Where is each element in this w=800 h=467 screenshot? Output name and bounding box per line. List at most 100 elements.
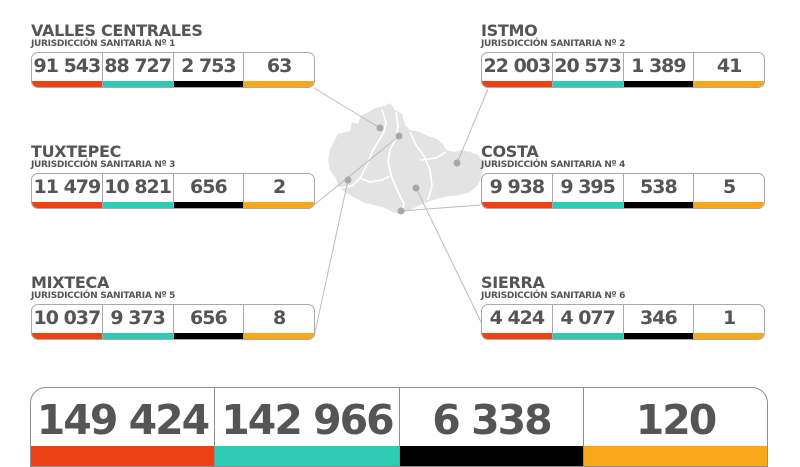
color-bar-teal [552,333,623,339]
color-bar-red [482,333,552,339]
stat-value: 88 727 [104,55,172,77]
stat-value: 22 003 [483,55,552,77]
stat-value: 346 [640,307,678,329]
stat-value: 1 [723,307,736,329]
total-cell-yellow: 120 [584,388,767,466]
stat-value: 63 [266,55,292,77]
region-title: SIERRA [481,273,545,292]
map-markers [344,124,461,215]
region-costa: COSTA JURISDICCIÓN SANITARIA Nº 4 9 938 … [481,144,767,209]
stat-box: 11 479 10 821 656 2 [31,173,315,209]
color-bar-black [173,202,244,208]
color-bar-teal [102,333,173,339]
marker-istmo [453,159,461,167]
color-bar-teal [552,202,623,208]
stat-value: 10 037 [33,307,102,329]
color-bar-yellow [694,333,764,339]
region-subtitle: JURISDICCIÓN SANITARIA Nº 5 [31,291,176,301]
leader-lines [313,87,489,338]
color-bar-yellow [244,202,314,208]
stat-cell-yellow: 5 [694,174,764,208]
stat-value: 656 [190,176,228,198]
stat-cell-red: 22 003 [482,53,553,87]
stat-cell-black: 346 [623,305,695,339]
region-subtitle: JURISDICCIÓN SANITARIA Nº 2 [481,39,626,49]
total-cell-red: 149 424 [31,388,215,466]
region-subtitle: JURISDICCIÓN SANITARIA Nº 3 [31,160,176,170]
region-title: COSTA [481,142,539,161]
stat-cell-red: 9 938 [482,174,553,208]
stat-cell-black: 656 [173,174,245,208]
stat-box: 22 003 20 573 1 389 41 [481,52,765,88]
region-subtitle: JURISDICCIÓN SANITARIA Nº 6 [481,291,626,301]
stat-cell-yellow: 8 [244,305,314,339]
stat-value: 2 753 [181,55,236,77]
map-shape [328,103,483,215]
stat-value: 41 [716,55,742,77]
stat-cell-black: 1 389 [623,53,695,87]
stat-cell-black: 2 753 [173,53,245,87]
stat-cell-teal: 9 373 [102,305,174,339]
color-bar-teal [102,202,173,208]
color-bar-red [32,81,102,87]
stat-cell-teal: 10 821 [102,174,174,208]
color-bar-red [32,202,102,208]
color-bar-red [482,202,552,208]
color-bar-red [32,333,102,339]
marker-valles-centrales [376,124,384,132]
total-color-bar-red [31,446,214,466]
color-bar-teal [102,81,173,87]
marker-tuxtepec [395,132,403,140]
stat-box: 91 543 88 727 2 753 63 [31,52,315,88]
color-bar-red [482,81,552,87]
region-valles-centrales: VALLES CENTRALES JURISDICCIÓN SANITARIA … [31,23,317,88]
region-sierra: SIERRA JURISDICCIÓN SANITARIA Nº 6 4 424… [481,275,767,340]
stat-box: 9 938 9 395 538 5 [481,173,765,209]
marker-sierra [412,184,420,192]
color-bar-yellow [244,333,314,339]
total-cell-black: 6 338 [400,388,584,466]
total-value: 149 424 [36,396,210,444]
color-bar-teal [552,81,623,87]
total-value: 120 [635,396,718,444]
stat-value: 20 573 [554,55,622,77]
stat-cell-teal: 9 395 [552,174,624,208]
region-title: VALLES CENTRALES [31,21,203,40]
total-cell-teal: 142 966 [215,388,400,466]
stat-cell-black: 656 [173,305,245,339]
stat-value: 656 [190,307,228,329]
stat-value: 538 [640,176,678,198]
color-bar-yellow [244,81,314,87]
total-value: 142 966 [221,396,394,444]
stat-value: 1 389 [631,55,686,77]
stat-cell-yellow: 1 [694,305,764,339]
total-value: 6 338 [432,396,552,444]
stat-value: 9 373 [110,307,165,329]
color-bar-yellow [694,81,764,87]
stat-cell-teal: 20 573 [552,53,624,87]
stat-cell-red: 11 479 [32,174,103,208]
color-bar-black [623,81,694,87]
stat-value: 91 543 [33,55,102,77]
stat-cell-teal: 4 077 [552,305,624,339]
region-title: ISTMO [481,21,538,40]
stat-value: 5 [723,176,736,198]
stat-value: 11 479 [33,176,102,198]
total-color-bar-teal [215,446,399,466]
region-title: TUXTEPEC [31,142,122,161]
region-tuxtepec: TUXTEPEC JURISDICCIÓN SANITARIA Nº 3 11 … [31,144,317,209]
stat-cell-red: 91 543 [32,53,103,87]
stat-cell-yellow: 41 [694,53,764,87]
stat-cell-yellow: 63 [244,53,314,87]
region-title: MIXTECA [31,273,110,292]
stat-cell-black: 538 [623,174,695,208]
region-subtitle: JURISDICCIÓN SANITARIA Nº 1 [31,39,176,49]
stat-value: 8 [273,307,286,329]
color-bar-yellow [694,202,764,208]
color-bar-black [173,333,244,339]
stat-value: 2 [273,176,286,198]
stat-value: 4 077 [560,307,615,329]
stat-cell-red: 4 424 [482,305,553,339]
stat-cell-red: 10 037 [32,305,103,339]
stat-cell-yellow: 2 [244,174,314,208]
